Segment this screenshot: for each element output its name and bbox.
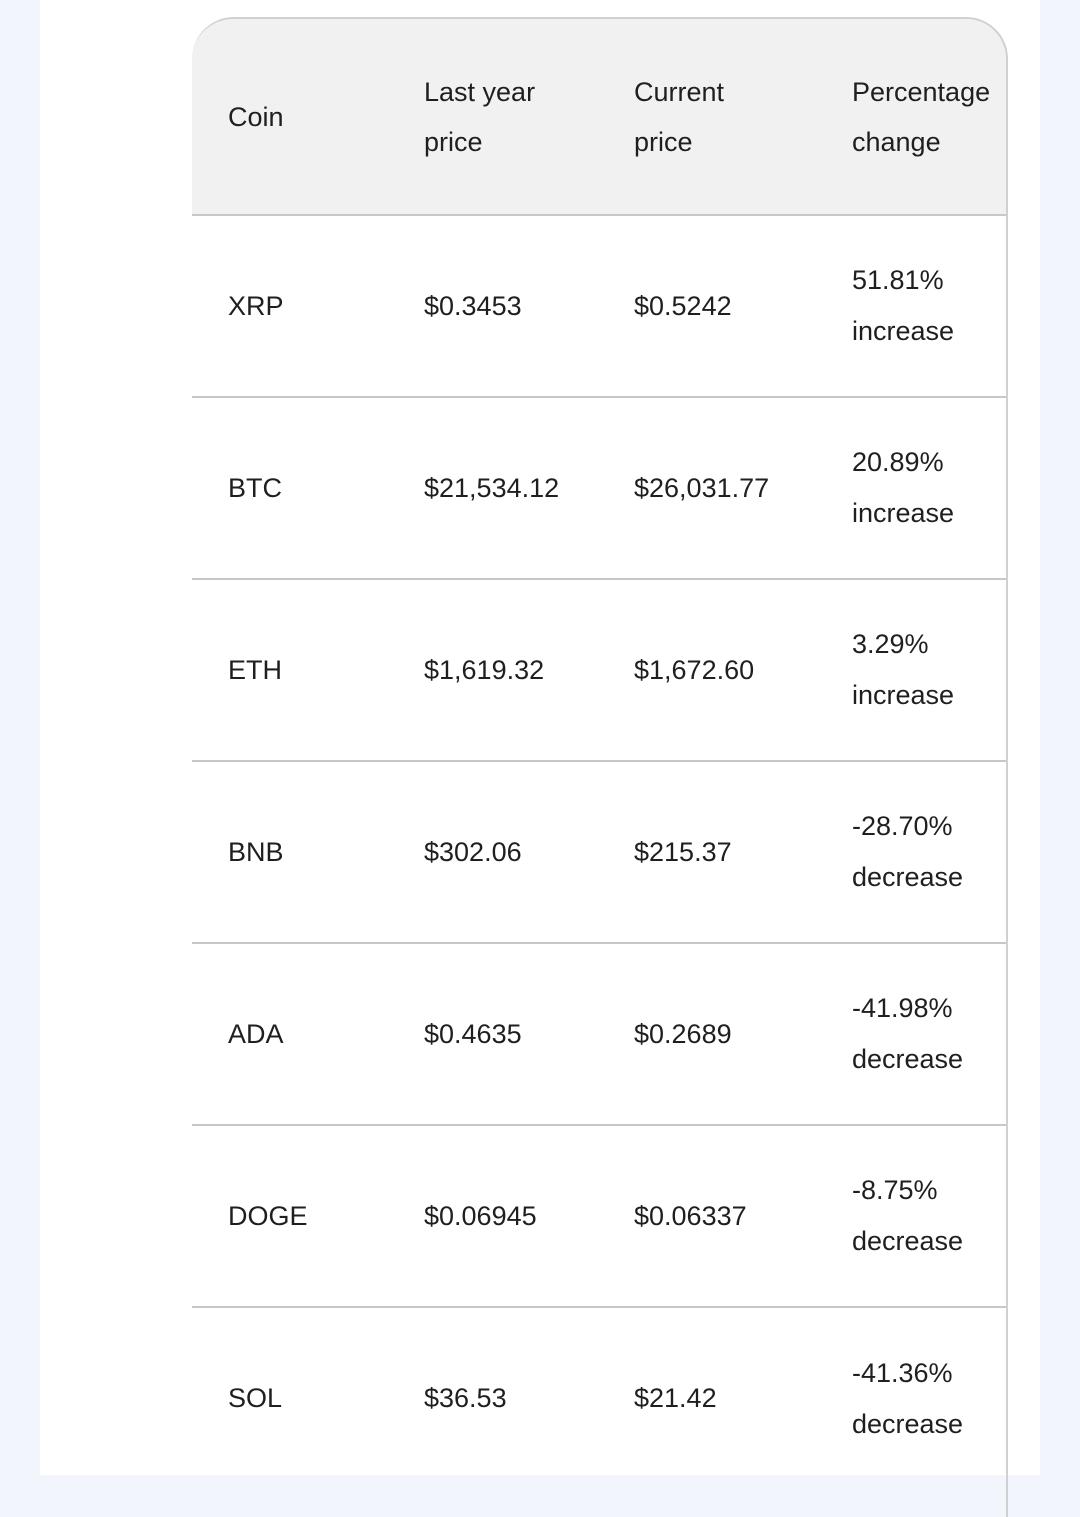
change-value: 3.29% (852, 629, 929, 659)
table-row: XRP $0.3453 $0.5242 51.81% increase (192, 215, 1006, 397)
crypto-price-table: Coin Last year price Current price Perce… (192, 17, 1008, 1517)
last-year-price-cell: $36.53 (424, 1383, 507, 1413)
header-percentage-change: Percentage change (852, 76, 991, 157)
table-row: SOL $36.53 $21.42 -41.36% decrease (192, 1307, 1006, 1489)
change-direction: decrease (852, 1044, 964, 1074)
change-direction: decrease (852, 1408, 964, 1439)
percentage-change-cell: 51.81% increase (816, 215, 1006, 397)
coin-cell: SOL (228, 1383, 283, 1413)
content-panel: Coin Last year price Current price Perce… (40, 0, 1040, 1517)
header-current-price: Current price (634, 76, 725, 157)
change-direction: increase (852, 498, 955, 528)
coin-cell: DOGE (228, 1200, 308, 1231)
change-value: 20.89% (852, 447, 944, 477)
coin-cell: XRP (228, 290, 284, 321)
table-row: DOGE $0.06945 $0.06337 -8.75% decrease (192, 1125, 1006, 1307)
current-price-cell: $0.5242 (634, 290, 732, 321)
change-direction: increase (852, 316, 955, 346)
percentage-change-cell: -8.75% decrease (816, 1125, 1006, 1307)
change-value: -28.70% (852, 811, 953, 841)
change-direction: decrease (852, 862, 964, 892)
current-price-cell: $1,672.60 (634, 654, 755, 685)
current-price-cell: $0.2689 (634, 1018, 732, 1049)
price-comparison-table: Coin Last year price Current price Perce… (192, 19, 1006, 1489)
header-last-year-price: Last year price (424, 76, 536, 157)
table-row: BTC $21,534.12 $26,031.77 20.89% increas… (192, 397, 1006, 579)
change-value: -41.36% (852, 1357, 953, 1388)
change-direction: increase (852, 680, 955, 710)
coin-cell: BNB (228, 836, 284, 867)
last-year-price-cell: $0.4635 (424, 1018, 522, 1049)
percentage-change-cell: 20.89% increase (816, 397, 1006, 579)
current-price-cell: $21.42 (634, 1383, 717, 1413)
table-header-row: Coin Last year price Current price Perce… (192, 19, 1006, 215)
table-row: ADA $0.4635 $0.2689 -41.98% decrease (192, 943, 1006, 1125)
last-year-price-cell: $21,534.12 (424, 472, 560, 503)
last-year-price-cell: $0.3453 (424, 290, 522, 321)
change-value: 51.81% (852, 265, 944, 295)
table-row: BNB $302.06 $215.37 -28.70% decrease (192, 761, 1006, 943)
percentage-change-cell: -28.70% decrease (816, 761, 1006, 943)
header-coin: Coin (228, 101, 284, 132)
percentage-change-cell: -41.36% decrease (816, 1307, 1006, 1489)
percentage-change-cell: 3.29% increase (816, 579, 1006, 761)
coin-cell: ADA (228, 1018, 284, 1049)
last-year-price-cell: $302.06 (424, 836, 522, 867)
current-price-cell: $0.06337 (634, 1200, 747, 1231)
coin-cell: BTC (228, 472, 282, 503)
percentage-change-cell: -41.98% decrease (816, 943, 1006, 1125)
table-row: ETH $1,619.32 $1,672.60 3.29% increase (192, 579, 1006, 761)
change-value: -41.98% (852, 993, 953, 1023)
change-direction: decrease (852, 1226, 964, 1256)
current-price-cell: $26,031.77 (634, 472, 770, 503)
current-price-cell: $215.37 (634, 836, 732, 867)
coin-cell: ETH (228, 654, 282, 685)
last-year-price-cell: $0.06945 (424, 1200, 537, 1231)
last-year-price-cell: $1,619.32 (424, 654, 545, 685)
change-value: -8.75% (852, 1175, 938, 1205)
